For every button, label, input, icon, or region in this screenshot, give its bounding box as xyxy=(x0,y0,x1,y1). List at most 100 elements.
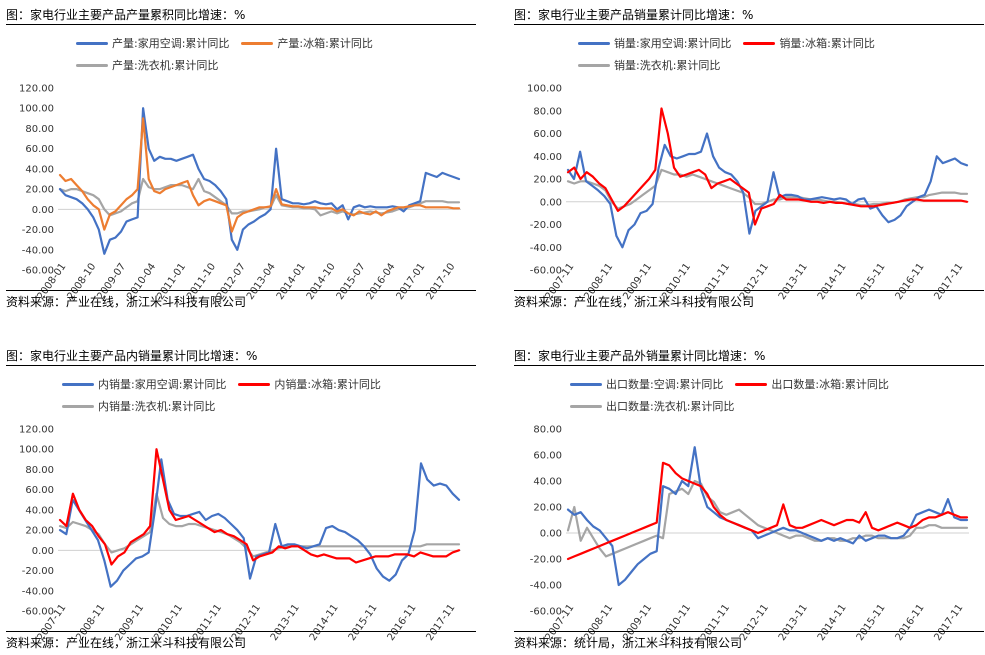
x-tick-label: 2017-10 xyxy=(424,261,457,302)
legend-swatch xyxy=(743,41,776,45)
x-tick-label: 2017-11 xyxy=(424,602,457,643)
legend-swatch xyxy=(62,404,94,408)
legend-item: 出口数量:冰箱:累计同比 xyxy=(735,376,889,392)
series-line xyxy=(566,446,969,587)
legend: 出口数量:空调:累计同比 出口数量:冰箱:累计同比 出口数量:洗衣机:累计同比 xyxy=(570,373,901,417)
legend-swatch xyxy=(570,404,602,408)
x-tick-label: 2013-11 xyxy=(777,602,810,643)
legend-item: 销量:冰箱:累计同比 xyxy=(743,35,875,51)
x-tick-label: 2016-11 xyxy=(894,602,927,643)
legend-label: 内销量:冰箱:累计同比 xyxy=(274,378,381,391)
chart-title: 图：家电行业主要产品销量累计同比增速：% xyxy=(514,8,754,22)
chart-source: 资料来源：产业在线，浙江米斗科技有限公司 xyxy=(6,636,247,650)
legend-item: 销量:洗衣机:累计同比 xyxy=(578,57,720,73)
x-tick-label: 2014-01 xyxy=(275,261,308,302)
y-tick-label: 100.00 xyxy=(19,445,54,456)
legend-item: 产量:冰箱:累计同比 xyxy=(241,35,373,51)
y-tick-label: 40.00 xyxy=(533,152,562,163)
legend-label: 产量:家用空调:累计同比 xyxy=(112,37,230,50)
y-tick-label: -60.00 xyxy=(530,607,562,618)
series-line xyxy=(58,177,461,217)
legend-label: 内销量:洗衣机:累计同比 xyxy=(98,400,216,413)
y-tick-label: 20.00 xyxy=(533,503,562,514)
series-line xyxy=(58,117,461,233)
series-line xyxy=(566,461,969,561)
y-tick-label: -40.00 xyxy=(22,586,54,597)
y-tick-label: 80.00 xyxy=(533,106,562,117)
chart-panel-production: 图：家电行业主要产品产量累积同比增速：% 产量:家用空调:累计同比 产量:冰箱:… xyxy=(6,2,476,314)
y-tick-label: 20.00 xyxy=(25,185,54,196)
legend-label: 销量:冰箱:累计同比 xyxy=(779,37,875,50)
y-tick-label: -20.00 xyxy=(530,220,562,231)
series-line xyxy=(58,458,461,588)
legend: 产量:家用空调:累计同比 产量:冰箱:累计同比 产量:洗衣机:累计同比 xyxy=(76,32,385,76)
x-tick-label: 2014-11 xyxy=(816,261,849,302)
chart-source: 资料来源：产业在线，浙江米斗科技有限公司 xyxy=(6,295,247,309)
y-tick-label: -40.00 xyxy=(530,243,562,254)
x-tick-label: 2015-07 xyxy=(335,261,368,302)
x-tick-label: 2015-11 xyxy=(855,602,888,643)
legend-label: 产量:冰箱:累计同比 xyxy=(277,37,373,50)
legend-label: 产量:洗衣机:累计同比 xyxy=(112,59,219,72)
x-tick-label: 2012-11 xyxy=(738,602,771,643)
chart-source: 资料来源：产业在线，浙江米斗科技有限公司 xyxy=(514,295,755,309)
y-tick-label: 100.00 xyxy=(527,84,562,95)
chart-panel-sales: 图：家电行业主要产品销量累计同比增速：% 销量:家用空调:累计同比 销量:冰箱:… xyxy=(514,2,984,314)
line-chart: 80.00 60.00 40.00 20.00 0.00 -20.00 -40.00 -60.… xyxy=(530,425,969,643)
x-tick-label: 2015-11 xyxy=(347,602,380,643)
y-tick-label: 60.00 xyxy=(25,144,54,155)
y-tick-label: -60.00 xyxy=(530,266,562,277)
x-tick-label: 2016-04 xyxy=(365,261,398,302)
y-tick-label: -60.00 xyxy=(22,607,54,618)
legend-item: 出口数量:空调:累计同比 xyxy=(570,376,723,392)
title-rule xyxy=(514,365,984,366)
legend-label: 销量:家用空调:累计同比 xyxy=(614,37,732,50)
series-line xyxy=(58,448,461,566)
legend-item: 销量:家用空调:累计同比 xyxy=(578,35,731,51)
legend-label: 内销量:家用空调:累计同比 xyxy=(98,378,227,391)
legend-swatch xyxy=(578,63,610,67)
legend-item: 产量:洗衣机:累计同比 xyxy=(76,57,218,73)
y-tick-label: 100.00 xyxy=(19,104,54,115)
legend: 销量:家用空调:累计同比 销量:冰箱:累计同比 销量:洗衣机:累计同比 xyxy=(578,32,887,76)
title-rule xyxy=(6,365,476,366)
chart-panel-export: 图：家电行业主要产品外销量累计同比增速：% 出口数量:空调:累计同比 出口数量:… xyxy=(514,343,984,655)
y-tick-label: -40.00 xyxy=(530,581,562,592)
legend-swatch xyxy=(578,41,610,45)
legend: 内销量:家用空调:累计同比 内销量:冰箱:累计同比 内销量:洗衣机:累计同比 xyxy=(62,373,393,417)
legend-item: 内销量:家用空调:累计同比 xyxy=(62,376,226,392)
source-rule xyxy=(514,290,984,291)
series-line xyxy=(58,107,461,255)
x-tick-label: 2014-11 xyxy=(816,602,849,643)
chart-title: 图：家电行业主要产品外销量累计同比增速：% xyxy=(514,349,766,363)
x-tick-label: 2016-11 xyxy=(386,602,419,643)
y-tick-label: 40.00 xyxy=(533,477,562,488)
y-tick-label: -60.00 xyxy=(22,266,54,277)
y-tick-label: 80.00 xyxy=(25,124,54,135)
x-tick-label: 2014-11 xyxy=(308,602,341,643)
legend-label: 销量:洗衣机:累计同比 xyxy=(614,59,721,72)
x-tick-label: 2016-11 xyxy=(894,261,927,302)
series-line xyxy=(566,107,969,226)
chart-source: 资料来源：统计局，浙江米斗科技有限公司 xyxy=(514,636,743,650)
y-tick-label: 0.00 xyxy=(540,197,562,208)
series-line xyxy=(58,492,461,558)
chart-panel-domestic-sales: 图：家电行业主要产品内销量累计同比增速：% 内销量:家用空调:累计同比 内销量:… xyxy=(6,343,476,655)
x-tick-label: 2013-04 xyxy=(245,261,278,302)
chart-title: 图：家电行业主要产品产量累积同比增速：% xyxy=(6,8,246,22)
chart-title: 图：家电行业主要产品内销量累计同比增速：% xyxy=(6,349,258,363)
legend-item: 产量:家用空调:累计同比 xyxy=(76,35,229,51)
legend-swatch xyxy=(241,41,274,45)
x-tick-label: 2014-10 xyxy=(305,261,338,302)
legend-swatch xyxy=(76,63,108,67)
y-tick-label: 120.00 xyxy=(19,84,54,95)
y-tick-label: 120.00 xyxy=(19,425,54,436)
x-tick-label: 2015-11 xyxy=(855,261,888,302)
title-rule xyxy=(6,24,476,25)
x-tick-label: 2017-11 xyxy=(932,261,965,302)
y-tick-label: 20.00 xyxy=(25,526,54,537)
y-tick-label: 60.00 xyxy=(25,485,54,496)
y-tick-label: -20.00 xyxy=(22,566,54,577)
x-tick-label: 2013-11 xyxy=(269,602,302,643)
x-tick-label: 2017-11 xyxy=(932,602,965,643)
